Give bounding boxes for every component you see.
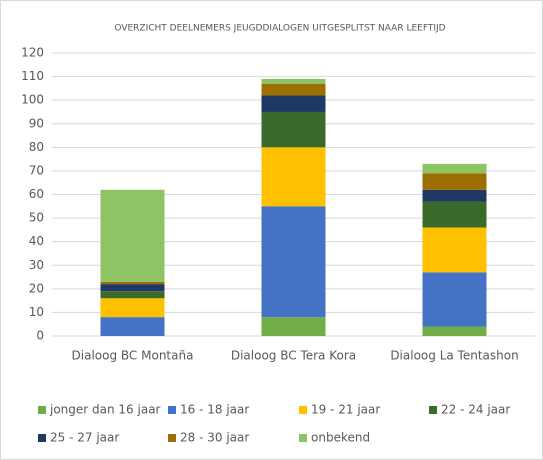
legend-label: 28 - 30 jaar <box>180 431 249 445</box>
bar-segment <box>100 189 165 282</box>
x-tick-label: Dialoog BC Tera Kora <box>231 349 356 363</box>
bar-segment <box>261 206 326 318</box>
legend-swatch <box>429 406 437 414</box>
bar-segment <box>261 95 326 112</box>
bar-segment <box>261 111 326 148</box>
y-tick-label: 110 <box>21 69 44 83</box>
y-tick-label: 40 <box>29 234 44 248</box>
bar-segment <box>422 326 487 336</box>
y-tick-label: 10 <box>29 305 44 319</box>
y-tick-label: 70 <box>29 163 44 177</box>
bar-segment <box>100 281 165 285</box>
bar-segment <box>100 298 165 318</box>
y-tick-label: 120 <box>21 46 44 60</box>
legend-label: 19 - 21 jaar <box>311 403 380 417</box>
bar-segment <box>422 201 487 228</box>
legend-swatch <box>299 406 307 414</box>
y-tick-label: 100 <box>21 93 44 107</box>
bar-segment <box>100 291 165 299</box>
y-tick-label: 60 <box>29 187 44 201</box>
bar-segment <box>261 83 326 96</box>
legend-label: 22 - 24 jaar <box>441 403 510 417</box>
legend-swatch <box>168 434 176 442</box>
bar-segment <box>261 317 326 336</box>
y-tick-label: 30 <box>29 258 44 272</box>
x-tick-label: Dialoog BC Montaña <box>72 349 194 363</box>
bar-segment <box>422 173 487 190</box>
bar-segment <box>261 78 326 84</box>
bar-segment <box>422 272 487 327</box>
bar-segment <box>422 227 487 273</box>
y-tick-label: 20 <box>29 281 44 295</box>
legend-label: onbekend <box>311 431 370 445</box>
legend-swatch <box>38 434 46 442</box>
legend-label: jonger dan 16 jaar <box>49 403 161 417</box>
y-tick-label: 50 <box>29 211 44 225</box>
legend-label: 25 - 27 jaar <box>50 431 119 445</box>
y-tick-label: 80 <box>29 140 44 154</box>
bar-segment <box>100 284 165 292</box>
legend-swatch <box>168 406 176 414</box>
bar-segment <box>261 147 326 207</box>
y-tick-label: 90 <box>29 116 44 130</box>
bar-segment <box>422 189 487 202</box>
legend-swatch <box>38 406 46 414</box>
y-tick-label: 0 <box>36 329 44 343</box>
x-tick-label: Dialoog La Tentashon <box>390 349 518 363</box>
legend-label: 16 - 18 jaar <box>180 403 249 417</box>
legend-swatch <box>299 434 307 442</box>
bar-segment <box>422 163 487 174</box>
chart-title: OVERZICHT DEELNEMERS JEUGDDIALOGEN UITGE… <box>114 24 445 34</box>
bar-segment <box>100 317 165 336</box>
